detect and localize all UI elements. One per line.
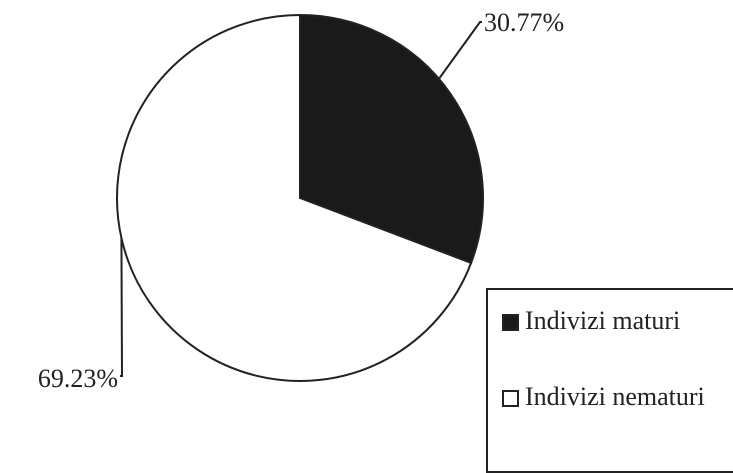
- legend-item-nematuri: Indivizi nematuri: [502, 380, 725, 414]
- chart-area: 30.77% 69.23%: [38, 8, 564, 393]
- legend-label-maturi: Indivizi maturi: [525, 306, 681, 335]
- slice-value-label-0: 30.77%: [484, 8, 564, 37]
- legend-swatch-maturi: [502, 314, 519, 331]
- legend-item-maturi: Indivizi maturi: [502, 304, 725, 338]
- pie-chart: 30.77% 69.23%: [38, 8, 564, 393]
- legend-label-nematuri: Indivizi nematuri: [525, 382, 705, 411]
- pie-slice-1: [116, 13, 473, 382]
- legend-swatch-nematuri: [502, 390, 519, 407]
- leader-line-0: [438, 21, 482, 80]
- pie-slice-0: [299, 13, 484, 265]
- slice-value-label-1: 69.23%: [38, 364, 118, 393]
- leader-line-1: [120, 237, 124, 377]
- legend: Indivizi maturi Indivizi nematuri: [486, 288, 733, 473]
